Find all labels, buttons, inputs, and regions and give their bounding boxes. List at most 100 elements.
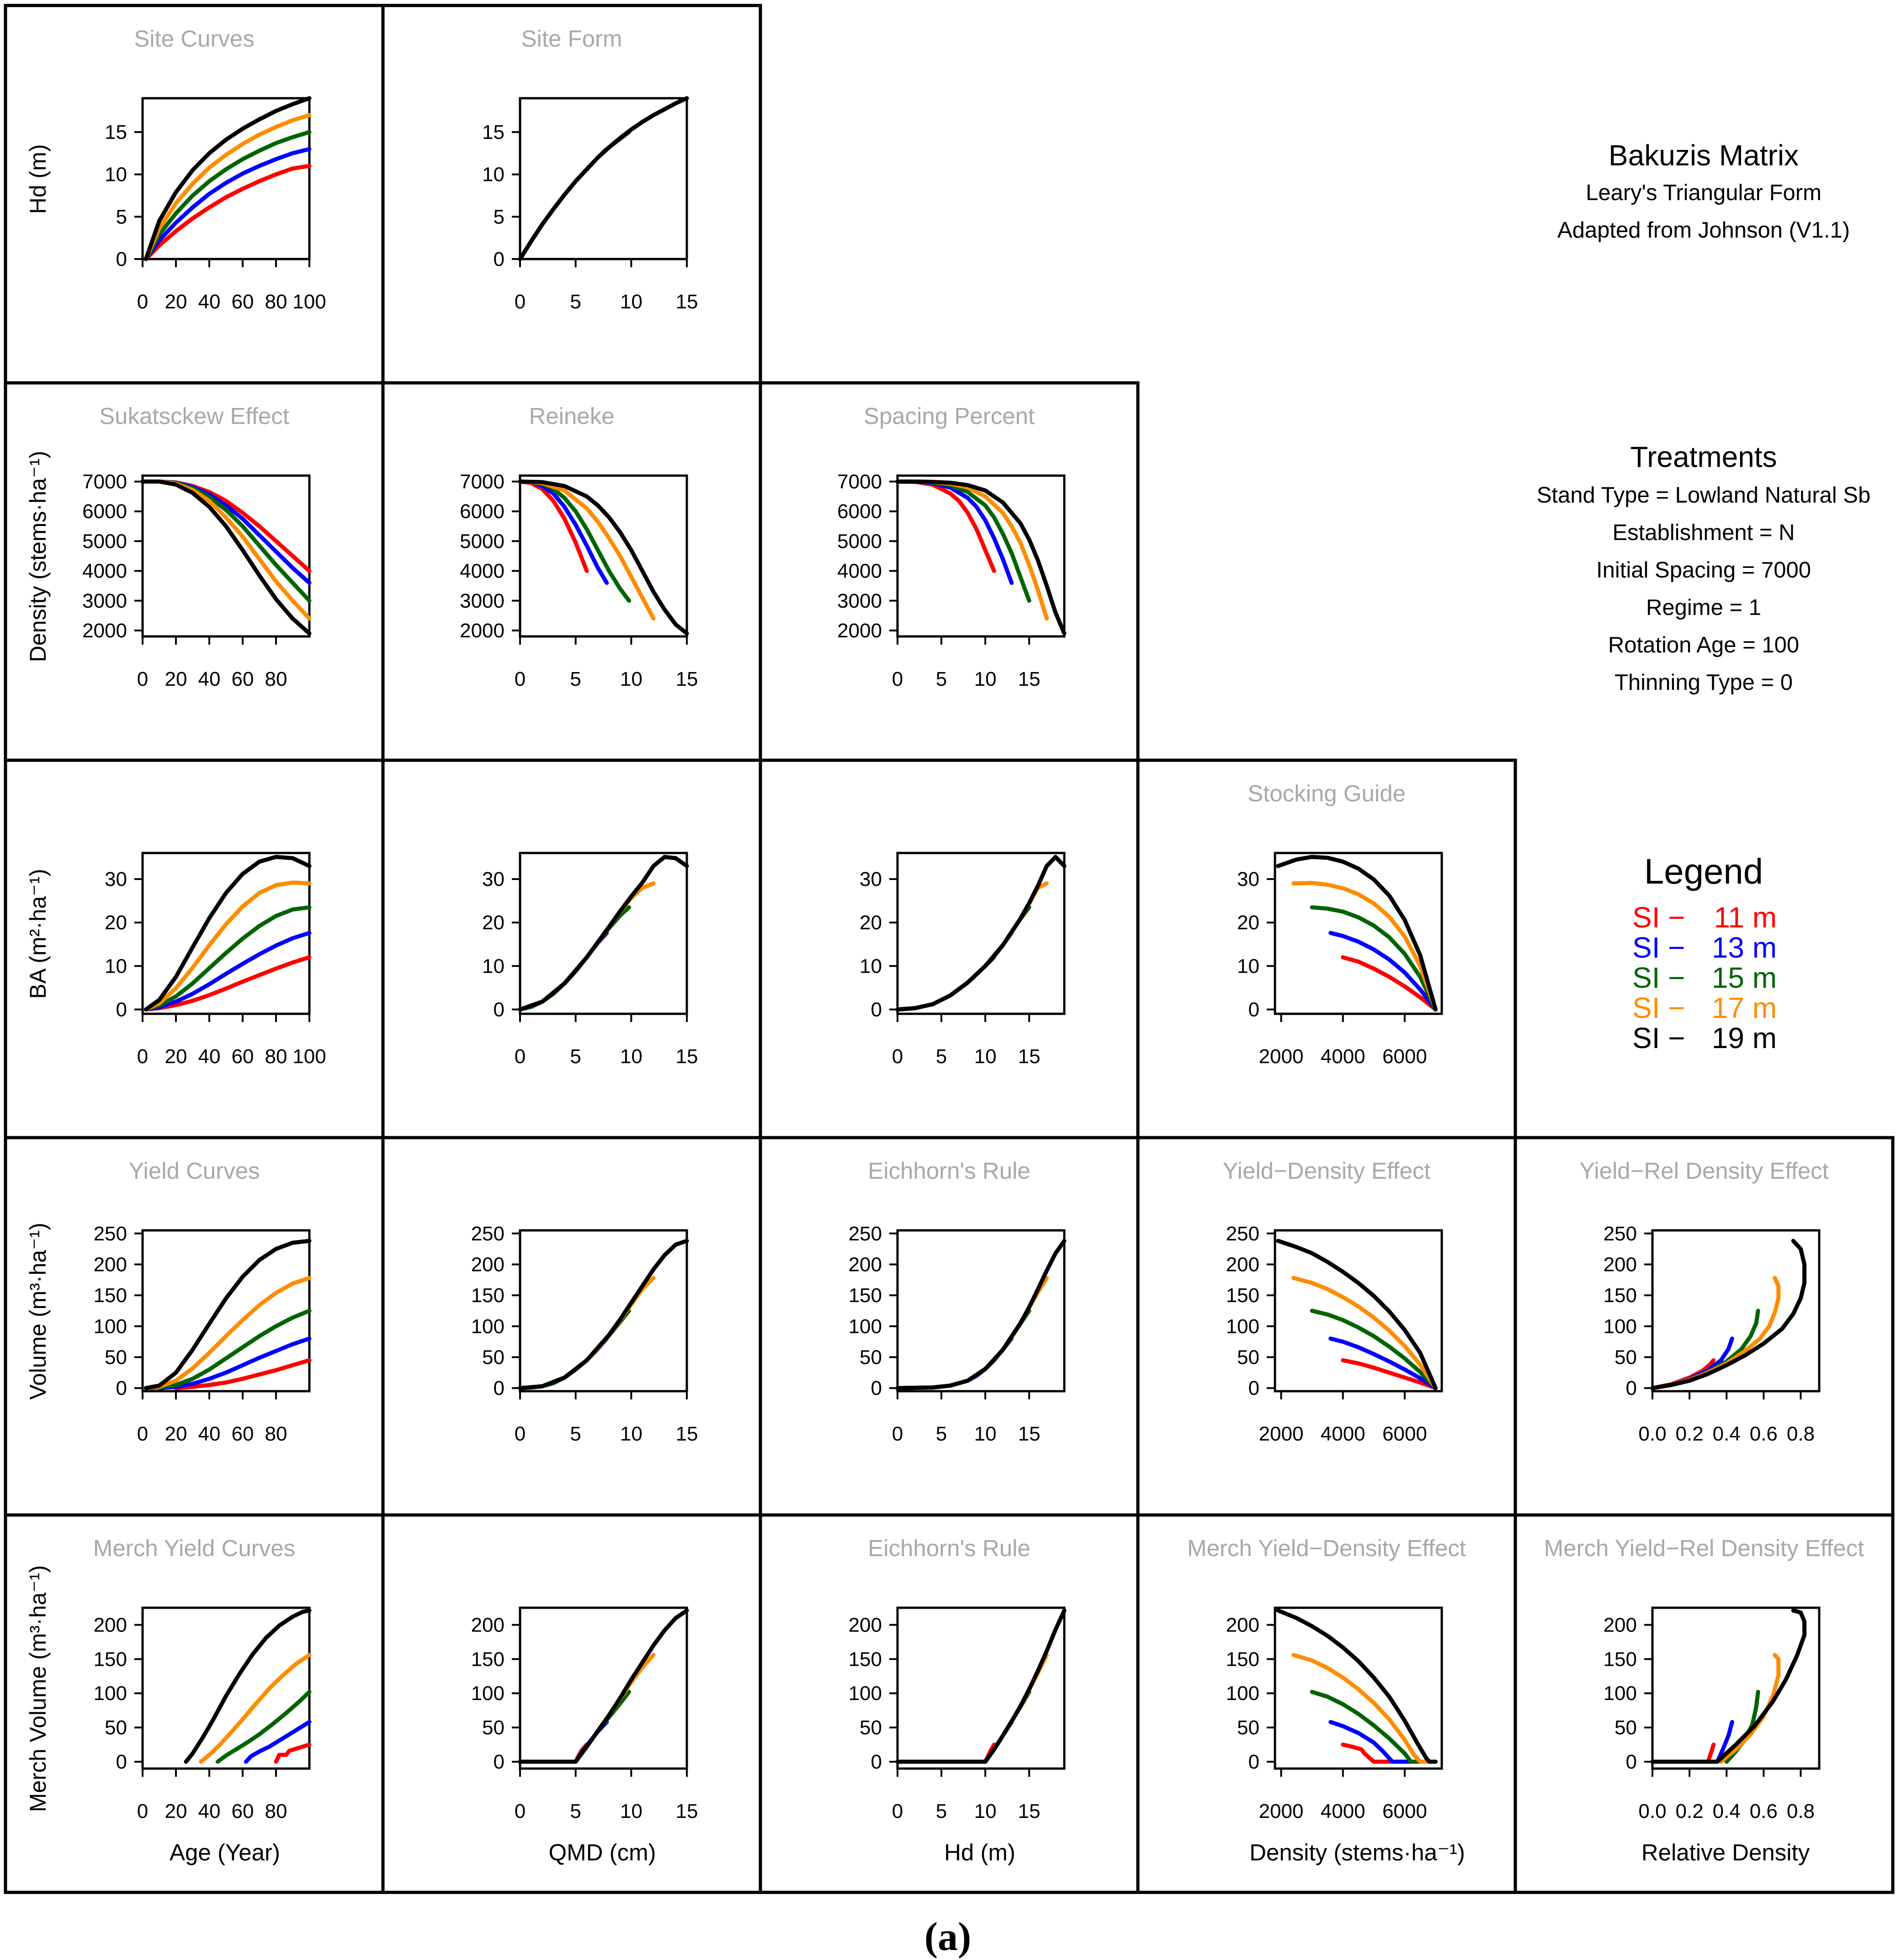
y-tick-label: 0 [871,1377,882,1399]
y-tick-label: 50 [860,1346,882,1369]
y-axis-label: Hd (m) [25,144,51,214]
y-tick-label: 6000 [837,500,882,523]
panel-border-r4-c0 [4,1513,385,1894]
panel-border-r2-c3 [1136,758,1517,1139]
y-tick-label: 10 [860,955,882,977]
treatment-establishment: Establishment = N [1613,520,1795,545]
series-line-si-17-m [518,479,656,621]
y-tick-label: 30 [105,868,127,890]
series-line-si-13-m [140,479,312,585]
plot-frame [1651,1229,1821,1393]
y-tick-label: 200 [1226,1614,1259,1636]
series-line-si-15-m [895,1308,1031,1390]
series-line-si-11-m [174,1358,312,1390]
x-tick-label: 5 [936,1800,947,1822]
chart-r1-c1: Reineke 2000 3000 4000 5000 6000 7000 0 5 10 15 [460,403,698,690]
series-line-si-17-m [1291,1276,1438,1390]
x-tick-label: 2000 [1259,1800,1304,1822]
series-line-si-11-m [895,955,996,1012]
panel-border-r1-c1 [381,381,762,762]
x-tick-label: 0.6 [1750,1800,1778,1822]
y-tick-label: 200 [1226,1253,1259,1276]
y-tick-label: 0 [1248,998,1259,1021]
y-tick-label: 200 [471,1253,505,1276]
y-tick-label: 100 [94,1682,127,1705]
y-tick-label: 50 [1237,1716,1259,1739]
series-line-si-15-m [143,130,312,261]
y-axis-label: BA (m²·ha⁻¹) [25,869,51,999]
plot-frame [519,474,688,638]
panel-border-r3-c2 [759,1136,1140,1517]
series-line-si-11-m [143,164,312,261]
panel-title-spacing-percent: Spacing Percent [864,403,1035,429]
chart-r0-c1: Site Form 0 5 10 15 0 5 10 15 [482,26,698,313]
panel-border-r1-c0 [4,381,385,762]
x-tick-label: 5 [570,1800,581,1822]
x-tick-label: 20 [165,291,187,313]
y-tick-label: 200 [1604,1614,1637,1636]
x-tick-label: 0 [515,668,526,690]
series-line-si-19-m [1276,1239,1438,1390]
y-axis-label: Merch Volume (m³·ha⁻¹) [25,1565,51,1812]
y-tick-label: 5 [494,206,505,228]
series-line-si-19-m [895,1239,1067,1390]
series-line-si-11-m [1706,1743,1716,1764]
series-line-si-13-m [143,931,312,1012]
series-line-si-17-m [143,1276,312,1390]
plot-frame [1274,1606,1443,1770]
y-tick-label: 10 [105,164,127,186]
y-tick-label: 250 [1226,1223,1259,1245]
y-tick-label: 0 [494,1751,505,1773]
y-tick-label: 50 [105,1346,127,1369]
legend-item-prefix: SI − [1632,991,1685,1024]
x-axis-label: Age (Year) [170,1839,280,1865]
x-tick-label: 0 [137,291,148,313]
x-tick-label: 4000 [1321,1800,1365,1822]
chart-r3-c4: Yield−Rel Density Effect 0 50 100 150 200 250 0… [1579,1158,1829,1445]
series-line-si-13-m [157,1336,312,1390]
y-tick-label: 5000 [82,530,127,552]
chart-r3-c0: Yield Curves 0 50 100 150 200 250 0 20 40 60 80 Volu… [25,1158,312,1445]
y-tick-label: 200 [1604,1253,1637,1276]
x-tick-label: 0.8 [1787,1800,1815,1822]
x-tick-label: 10 [620,291,643,313]
y-tick-label: 20 [860,911,882,934]
panel-border-r1-c2 [759,381,1140,762]
y-tick-label: 7000 [837,471,882,493]
x-tick-label: 15 [676,1423,698,1445]
x-tick-label: 0 [892,1800,903,1822]
y-tick-label: 50 [1237,1346,1259,1369]
panel-title-merch-yield-curves: Merch Yield Curves [93,1535,295,1561]
y-tick-label: 0 [1248,1751,1259,1773]
series-line-si-19-m [518,479,689,636]
y-tick-label: 200 [849,1614,882,1636]
x-tick-label: 40 [198,291,221,313]
y-tick-label: 0 [116,998,127,1021]
x-tick-label: 0.0 [1638,1423,1666,1445]
series-line-si-15-m [1310,1690,1438,1764]
y-tick-label: 250 [94,1223,127,1245]
x-tick-label: 5 [936,1423,947,1445]
series-line-si-19-m [895,855,1067,1012]
y-tick-label: 10 [482,164,505,186]
series-line-si-19-m [518,855,689,1012]
series-line-si-17-m [895,881,1049,1012]
chart-r1-c0: Sukatsckew Effect 2000 3000 4000 5000 6000 700… [25,403,312,690]
x-tick-label: 15 [676,291,698,313]
x-axis-label: Hd (m) [944,1839,1015,1865]
x-tick-label: 0 [892,1045,903,1068]
x-tick-label: 15 [676,668,698,690]
y-tick-label: 5 [116,206,127,228]
series-line-si-19-m [518,1608,689,1764]
y-tick-label: 0 [1626,1377,1637,1399]
series-line-si-15-m [518,1308,631,1390]
panel-title-eichhorn-s-rule: Eichhorn's Rule [868,1158,1030,1184]
x-tick-label: 40 [198,1423,221,1445]
x-tick-label: 80 [265,668,287,690]
y-tick-label: 6000 [460,500,505,523]
legend-item-value: 11 m [1714,901,1777,934]
chart-r4-c1: 0 50 100 150 200 0 5 10 15 QMD (cm) [471,1606,698,1865]
panel-title-yield-rel-density-effect: Yield−Rel Density Effect [1579,1158,1829,1184]
x-tick-label: 20 [165,1800,187,1822]
